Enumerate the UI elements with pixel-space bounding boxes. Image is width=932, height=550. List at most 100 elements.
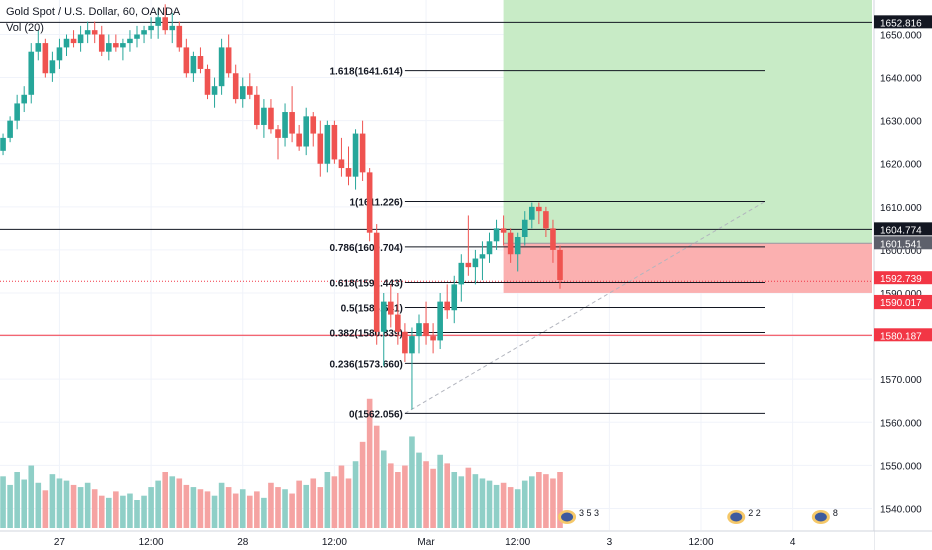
volume-bar bbox=[127, 493, 133, 528]
event-count: 2 2 bbox=[748, 508, 761, 518]
candle bbox=[28, 51, 35, 95]
x-tick-label: 3 bbox=[607, 537, 613, 548]
candle bbox=[514, 236, 521, 255]
price-tag-label: 1592.739 bbox=[880, 274, 922, 285]
fib-label: 0.382(1580.839) bbox=[329, 328, 402, 339]
volume-bar bbox=[261, 497, 267, 528]
candle bbox=[345, 168, 352, 177]
x-tick-label: 12:00 bbox=[688, 537, 713, 548]
fib-label: 0.5(1586.641) bbox=[341, 303, 403, 314]
price-tag bbox=[874, 294, 932, 308]
volume-bar bbox=[536, 472, 542, 528]
volume-bar bbox=[190, 487, 197, 528]
candle bbox=[42, 43, 49, 74]
candle bbox=[536, 206, 542, 212]
volume-bar bbox=[416, 452, 422, 528]
y-tick-label: 1630.000 bbox=[880, 117, 922, 128]
candle bbox=[211, 86, 218, 95]
candle bbox=[557, 249, 563, 281]
candle bbox=[359, 133, 366, 173]
volume-bar bbox=[247, 495, 253, 528]
volume-bar bbox=[451, 472, 458, 528]
volume-bar bbox=[91, 489, 98, 528]
candle bbox=[380, 301, 387, 332]
time-axis bbox=[0, 531, 874, 550]
volume-bar bbox=[275, 487, 281, 528]
candle bbox=[289, 112, 295, 134]
candle bbox=[232, 73, 239, 100]
volume-bar bbox=[324, 472, 331, 528]
candle bbox=[155, 17, 161, 26]
price-tag-label: 1652.816 bbox=[880, 18, 922, 29]
event-count: 3 5 3 bbox=[579, 508, 599, 518]
volume-bar bbox=[14, 472, 20, 528]
volume-bar bbox=[134, 500, 140, 528]
volume-bar bbox=[106, 497, 112, 528]
candle bbox=[197, 56, 204, 69]
candle bbox=[56, 47, 63, 61]
candle bbox=[373, 232, 380, 332]
candle bbox=[49, 60, 56, 74]
candle bbox=[35, 43, 42, 52]
candle bbox=[430, 336, 436, 341]
candle bbox=[500, 228, 507, 233]
candle bbox=[310, 116, 317, 134]
volume-bar bbox=[77, 487, 84, 528]
y-tick-label: 1540.000 bbox=[880, 504, 922, 515]
y-tick-label: 1590.000 bbox=[880, 289, 922, 300]
candle bbox=[190, 56, 197, 74]
fib-label: 1.618(1641.614) bbox=[329, 67, 402, 78]
us-flag-icon bbox=[730, 512, 743, 522]
volume-bar bbox=[437, 454, 443, 528]
volume-bar bbox=[42, 490, 49, 528]
volume-bar bbox=[465, 467, 472, 528]
volume-bar bbox=[444, 463, 450, 528]
candle bbox=[134, 34, 140, 39]
x-tick-label: 28 bbox=[237, 537, 249, 548]
candle bbox=[268, 107, 274, 130]
fib-label: 0.786(1600.704) bbox=[329, 243, 402, 254]
candle bbox=[366, 172, 373, 233]
volume-bar bbox=[352, 461, 359, 528]
candle bbox=[423, 323, 429, 337]
price-tag-label: 1604.774 bbox=[880, 225, 922, 236]
candle bbox=[14, 103, 20, 121]
volume-bar bbox=[70, 484, 77, 528]
y-tick-label: 1640.000 bbox=[880, 74, 922, 85]
volume-bar bbox=[232, 493, 239, 528]
candle bbox=[254, 94, 260, 125]
price-tag bbox=[874, 328, 932, 342]
candle bbox=[7, 120, 13, 138]
volume-bar bbox=[402, 465, 408, 528]
y-tick-label: 1550.000 bbox=[880, 461, 922, 472]
candle bbox=[416, 323, 422, 337]
candle bbox=[247, 86, 253, 95]
volume-bar bbox=[303, 484, 309, 528]
price-tag bbox=[874, 15, 932, 29]
candle bbox=[218, 47, 225, 87]
candle bbox=[275, 129, 281, 138]
stop-zone bbox=[503, 243, 872, 293]
volume-bar bbox=[493, 484, 500, 528]
volume-bar bbox=[529, 476, 535, 528]
candle bbox=[127, 38, 133, 44]
volume-bar bbox=[49, 474, 56, 528]
volume-bar bbox=[317, 487, 324, 528]
candle bbox=[204, 68, 211, 95]
price-tag-label: 1580.187 bbox=[880, 331, 922, 342]
fib-label: 1(1611.226) bbox=[350, 198, 403, 209]
candle bbox=[91, 30, 98, 35]
price-tag-label: 1601.541 bbox=[880, 239, 922, 250]
volume-bar bbox=[373, 425, 380, 528]
volume-bar bbox=[239, 489, 246, 528]
y-tick-label: 1620.000 bbox=[880, 160, 922, 171]
candle bbox=[352, 133, 359, 177]
candle bbox=[338, 159, 345, 169]
volume-bar bbox=[331, 476, 338, 528]
candle bbox=[84, 30, 91, 35]
candle bbox=[317, 133, 324, 164]
y-tick-label: 1650.000 bbox=[880, 30, 922, 41]
volume-bar bbox=[0, 476, 6, 528]
